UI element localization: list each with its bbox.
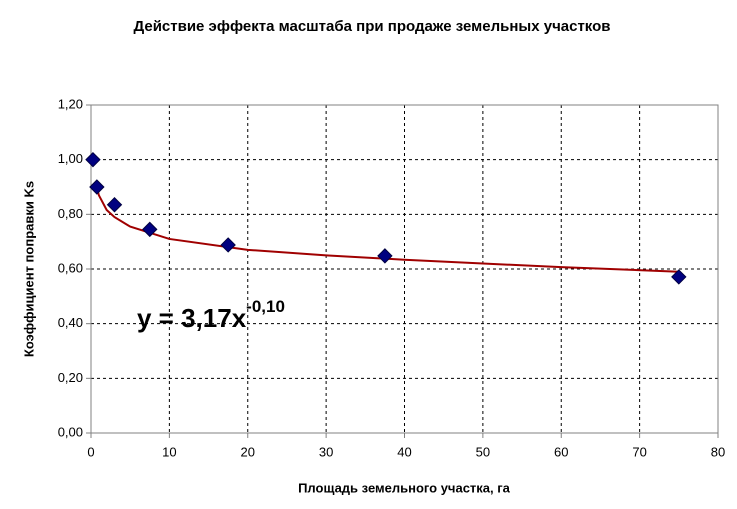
equation-text: y = 3,17x bbox=[137, 303, 247, 333]
data-point bbox=[377, 248, 393, 264]
x-tick-label: 40 bbox=[397, 444, 411, 459]
x-tick-label: 0 bbox=[87, 444, 94, 459]
x-tick-label: 50 bbox=[476, 444, 490, 459]
x-tick-label: 20 bbox=[241, 444, 255, 459]
y-tick-label: 0,60 bbox=[58, 260, 83, 275]
y-tick-label: 1,00 bbox=[58, 151, 83, 166]
y-tick-label: 0,80 bbox=[58, 206, 83, 221]
y-tick-label: 0,40 bbox=[58, 315, 83, 330]
data-point bbox=[671, 269, 687, 285]
data-point bbox=[106, 197, 123, 213]
plot-border bbox=[90, 104, 719, 434]
y-tick-label: 0,20 bbox=[58, 370, 83, 385]
data-point bbox=[220, 237, 236, 253]
plot-area bbox=[86, 104, 719, 438]
x-axis-title: Площадь земельного участка, га bbox=[298, 480, 511, 495]
y-tick-label: 1,20 bbox=[58, 96, 83, 111]
y-axis-title: Коэффициент поправки Ks bbox=[21, 181, 36, 357]
trend-equation: y = 3,17x-0,10 bbox=[137, 297, 285, 332]
x-tick-label: 70 bbox=[632, 444, 646, 459]
data-point bbox=[89, 179, 105, 195]
x-tick-label: 60 bbox=[554, 444, 568, 459]
x-tick-label: 30 bbox=[319, 444, 333, 459]
equation-exponent: -0,10 bbox=[246, 297, 285, 316]
x-tick-label: 80 bbox=[711, 444, 725, 459]
y-tick-label: 0,00 bbox=[58, 424, 83, 439]
x-tick-label: 10 bbox=[162, 444, 176, 459]
trend-line bbox=[95, 186, 679, 273]
data-point bbox=[85, 151, 101, 168]
chart-title: Действие эффекта масштаба при продаже зе… bbox=[133, 18, 610, 35]
data-point bbox=[142, 221, 158, 238]
